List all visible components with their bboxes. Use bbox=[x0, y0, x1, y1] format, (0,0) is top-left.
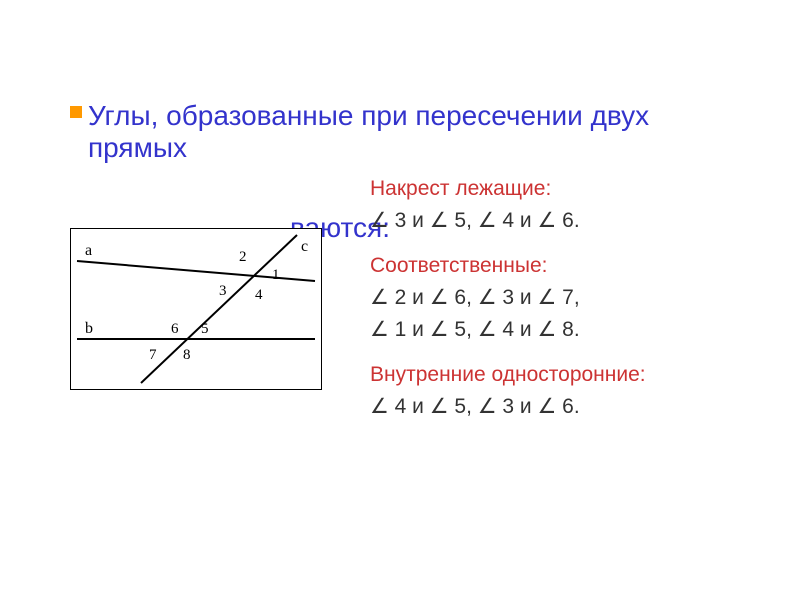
title-bullet-icon bbox=[70, 106, 82, 118]
svg-text:6: 6 bbox=[171, 321, 179, 337]
angle-type-line: ∠ 3 и ∠ 5, ∠ 4 и ∠ 6. bbox=[370, 207, 750, 235]
svg-text:7: 7 bbox=[149, 347, 157, 363]
angle-type-heading: Внутренние односторонние: bbox=[370, 361, 750, 389]
slide-title: Углы, образованные при пересечении двух … bbox=[88, 100, 698, 164]
slide-title-block: Углы, образованные при пересечении двух … bbox=[88, 100, 698, 164]
angle-type-heading: Соответственные: bbox=[370, 252, 750, 280]
angle-type-line: ∠ 4 и ∠ 5, ∠ 3 и ∠ 6. bbox=[370, 393, 750, 421]
angles-diagram: a b c 1 2 3 4 5 67 8 bbox=[70, 228, 322, 390]
svg-text:a: a bbox=[85, 242, 92, 259]
angle-types-list: Накрест лежащие: ∠ 3 и ∠ 5, ∠ 4 и ∠ 6. Соо… bbox=[370, 175, 750, 425]
svg-text:3: 3 bbox=[219, 283, 227, 299]
svg-text:8: 8 bbox=[183, 347, 191, 363]
svg-text:2: 2 bbox=[239, 249, 247, 265]
svg-text:4: 4 bbox=[255, 287, 263, 303]
svg-text:b: b bbox=[85, 320, 93, 337]
svg-text:5: 5 bbox=[201, 321, 209, 337]
svg-text:1: 1 bbox=[272, 267, 280, 283]
angle-type-line: ∠ 1 и ∠ 5, ∠ 4 и ∠ 8. bbox=[370, 316, 750, 344]
angle-type-line: ∠ 2 и ∠ 6, ∠ 3 и ∠ 7, bbox=[370, 284, 750, 312]
angle-type-heading: Накрест лежащие: bbox=[370, 175, 750, 203]
svg-text:c: c bbox=[301, 238, 308, 255]
